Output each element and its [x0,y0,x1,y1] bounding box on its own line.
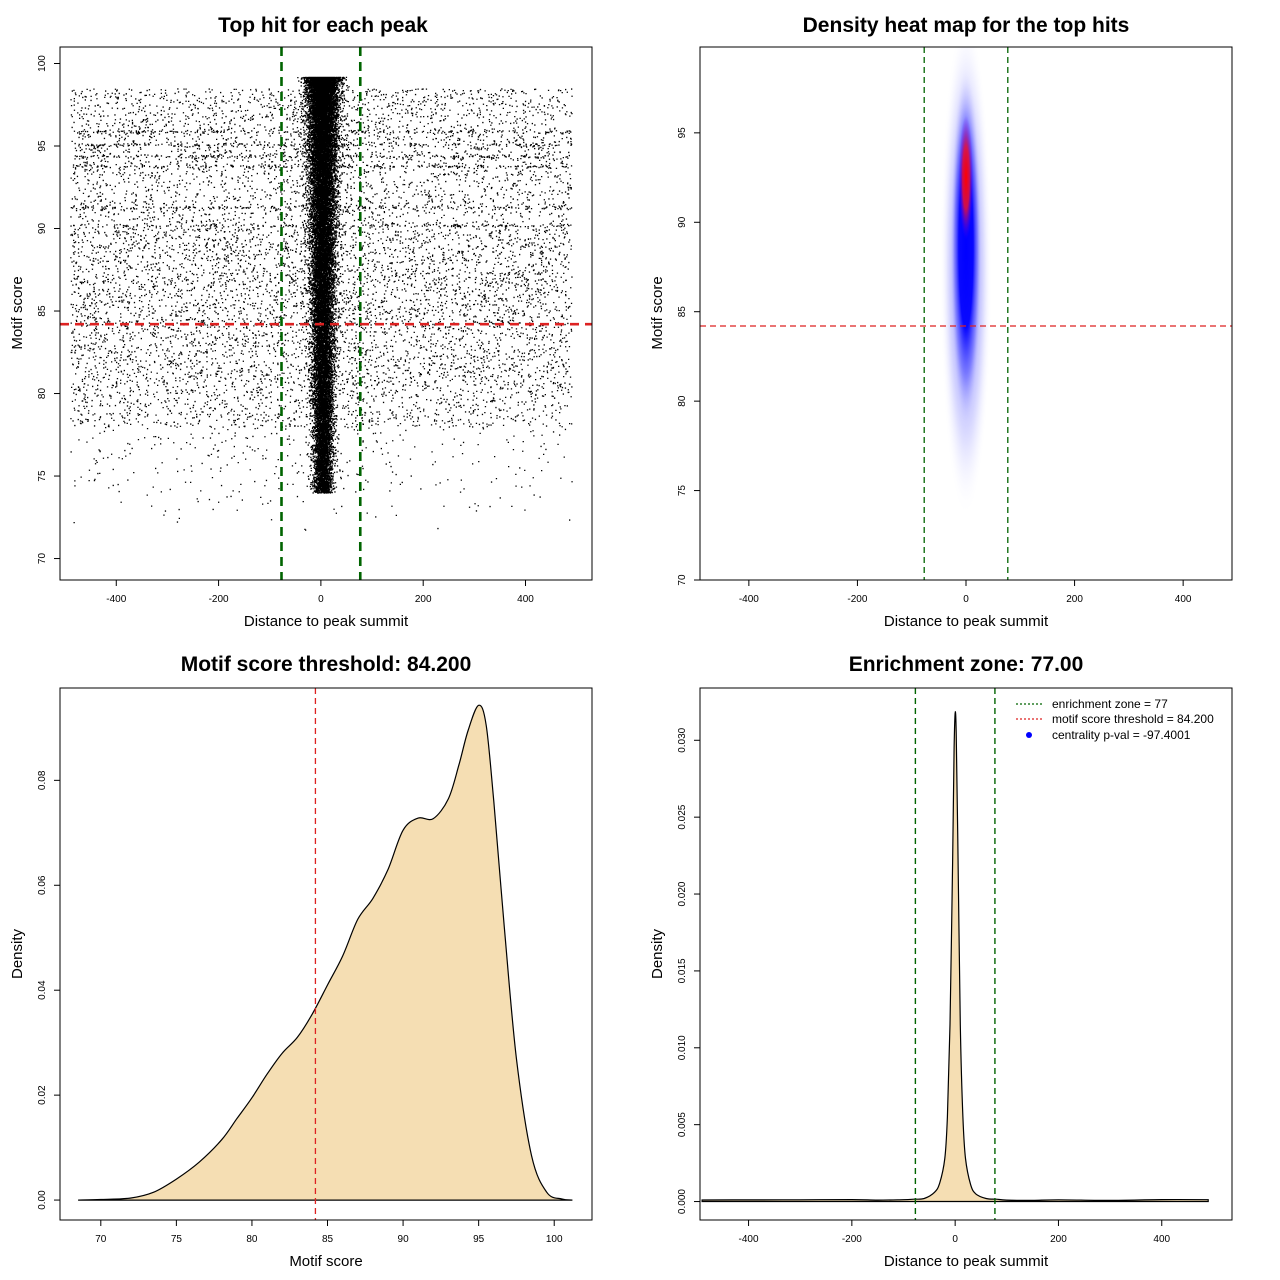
scatter-x-label: Distance to peak summit [244,613,409,630]
x-tick-label: 85 [322,1234,334,1245]
y-tick-label: 0.020 [677,881,688,906]
scatter-y-axis: 70 75 80 85 90 95 100 [37,55,60,564]
score-density-y-label: Density [9,928,26,979]
score-density-x-axis: 70 75 80 85 90 95 100 [95,1220,563,1245]
distance-density-y-label: Density [649,928,666,979]
heatmap-reference-lines [700,47,1232,580]
x-tick-label: -400 [739,1234,759,1245]
legend-zone-label: enrichment zone = 77 [1052,697,1168,711]
x-tick-label: 0 [963,594,969,605]
x-tick-label: -200 [209,594,229,605]
y-tick-label: 90 [677,216,688,228]
score-density-title: Motif score threshold: 84.200 [181,653,472,676]
heatmap-x-axis: -400 -200 0 200 400 [739,580,1192,605]
distance-density-x-label: Distance to peak summit [884,1253,1049,1270]
x-tick-label: -200 [847,594,867,605]
y-tick-label: 0.015 [677,958,688,983]
distance-density-area [701,711,1209,1203]
x-tick-label: 400 [1153,1234,1170,1245]
scatter-x-axis: -400 -200 0 200 400 [106,580,534,605]
y-tick-label: 0.06 [37,875,48,895]
distance-density-panel: Enrichment zone: 77.00 -400 -200 0 200 400 0… [649,653,1233,1270]
x-tick-label: 75 [171,1234,183,1245]
y-tick-label: 95 [37,140,48,152]
y-tick-label: 0.02 [37,1085,48,1105]
legend-threshold-label: motif score threshold = 84.200 [1052,712,1214,726]
x-tick-label: 200 [415,594,432,605]
x-tick-label: 200 [1050,1234,1067,1245]
heatmap-title: Density heat map for the top hits [803,14,1130,37]
x-tick-label: 90 [398,1234,410,1245]
score-density-x-label: Motif score [289,1253,362,1270]
heatmap-red-core [959,115,973,240]
score-density-y-axis: 0.00 0.02 0.04 0.06 0.08 [37,770,60,1210]
y-tick-label: 75 [677,485,688,497]
y-tick-label: 80 [677,395,688,407]
y-tick-label: 0.030 [677,727,688,752]
y-tick-label: 70 [37,553,48,565]
scatter-reference-lines [60,47,592,580]
x-tick-label: 0 [952,1234,958,1245]
legend-pval-swatch [1026,732,1032,738]
distance-density-plot-frame [699,687,1233,1221]
distance-density-x-axis: -400 -200 0 200 400 [739,1220,1171,1245]
y-tick-label: 0.010 [677,1035,688,1060]
x-tick-label: -400 [739,594,759,605]
y-tick-label: 80 [37,388,48,400]
distance-density-y-axis: 0.000 0.005 0.010 0.015 0.020 0.025 0.030 [677,727,700,1214]
scatter-point-cloud [70,76,573,531]
y-tick-label: 100 [37,55,48,72]
legend: enrichment zone = 77 motif score thresho… [1016,697,1214,742]
scatter-plot-frame [59,46,593,581]
y-tick-label: 85 [677,306,688,318]
x-tick-label: 80 [246,1234,258,1245]
heatmap-y-label: Motif score [649,276,666,349]
heatmap-x-label: Distance to peak summit [884,613,1049,630]
score-density-area [78,704,573,1201]
y-tick-label: 90 [37,223,48,235]
x-tick-label: 100 [546,1234,563,1245]
x-tick-label: 400 [1175,594,1192,605]
x-tick-label: 0 [318,594,324,605]
score-density-panel: Motif score threshold: 84.200 70 75 80 85 90… [9,653,593,1270]
score-density-plot-frame [59,687,593,1221]
heatmap-panel: Density heat map for the top hits -400 -2… [649,14,1233,630]
x-tick-label: 70 [95,1234,107,1245]
scatter-points [70,76,573,531]
y-tick-label: 95 [677,127,688,139]
distance-density-zone-lines [914,688,996,1220]
scatter-y-label: Motif score [9,276,26,349]
y-tick-label: 70 [677,574,688,586]
x-tick-label: -400 [106,594,126,605]
y-tick-label: 0.000 [677,1189,688,1214]
legend-pval-label: centrality p-val = -97.4001 [1052,728,1191,742]
y-tick-label: 85 [37,305,48,317]
y-tick-label: 75 [37,470,48,482]
y-tick-label: 0.025 [677,804,688,829]
heatmap-y-axis: 70 75 80 85 90 95 [677,127,700,586]
scatter-panel: Top hit for each peak -400 -200 0 200 400 70… [9,14,593,630]
x-tick-label: 95 [473,1234,485,1245]
x-tick-label: 200 [1066,594,1083,605]
x-tick-label: 400 [517,594,534,605]
distance-density-title: Enrichment zone: 77.00 [849,653,1084,676]
y-tick-label: 0.00 [37,1190,48,1210]
x-tick-label: -200 [842,1234,862,1245]
y-tick-label: 0.04 [37,980,48,1000]
y-tick-label: 0.005 [677,1112,688,1137]
heatmap-density [940,47,992,518]
y-tick-label: 0.08 [37,770,48,790]
scatter-title: Top hit for each peak [218,14,428,37]
heatmap-blue-core [950,66,982,428]
